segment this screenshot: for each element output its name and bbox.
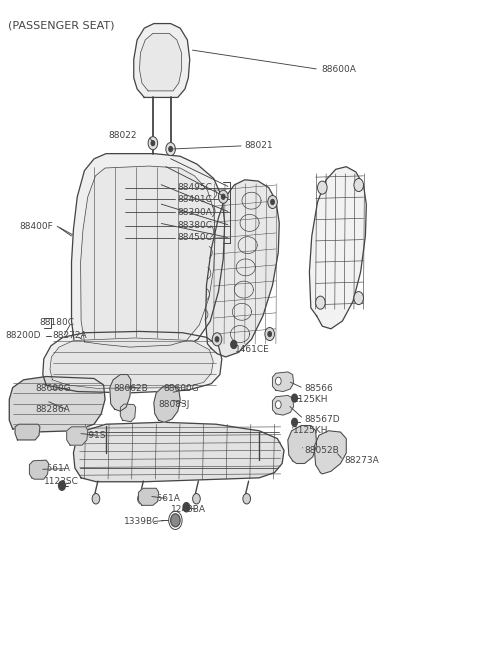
- Circle shape: [276, 401, 281, 409]
- Text: 88083J: 88083J: [158, 400, 190, 409]
- Polygon shape: [310, 167, 366, 329]
- Text: 88062B: 88062B: [113, 384, 148, 393]
- Circle shape: [268, 195, 277, 208]
- Circle shape: [168, 147, 172, 152]
- Polygon shape: [73, 422, 284, 481]
- Text: 1339BC: 1339BC: [124, 517, 159, 526]
- Text: 1243BA: 1243BA: [170, 506, 205, 514]
- Polygon shape: [15, 424, 40, 440]
- Circle shape: [276, 377, 281, 385]
- Text: 1125KH: 1125KH: [293, 426, 328, 436]
- Circle shape: [292, 419, 298, 426]
- Text: 88286A: 88286A: [36, 405, 71, 415]
- Circle shape: [148, 137, 157, 150]
- Polygon shape: [139, 488, 158, 505]
- Text: 88991S: 88991S: [72, 431, 106, 440]
- Circle shape: [170, 514, 180, 527]
- Circle shape: [192, 493, 200, 504]
- Text: 88400F: 88400F: [20, 221, 54, 231]
- Polygon shape: [9, 377, 105, 432]
- Text: 88450C: 88450C: [178, 233, 213, 242]
- Circle shape: [354, 178, 363, 191]
- Text: 88021: 88021: [245, 141, 274, 150]
- Circle shape: [221, 194, 225, 199]
- Polygon shape: [110, 375, 131, 411]
- Polygon shape: [154, 385, 180, 422]
- Polygon shape: [273, 396, 294, 415]
- Circle shape: [265, 328, 275, 341]
- Circle shape: [59, 481, 65, 490]
- Polygon shape: [314, 431, 346, 474]
- Polygon shape: [81, 166, 215, 347]
- Text: 88273A: 88273A: [344, 456, 379, 464]
- Circle shape: [166, 143, 175, 156]
- Text: 88600G: 88600G: [163, 384, 199, 393]
- Polygon shape: [67, 427, 88, 445]
- Circle shape: [316, 296, 325, 309]
- Text: 1125KH: 1125KH: [293, 395, 328, 404]
- Circle shape: [212, 333, 222, 346]
- Circle shape: [268, 331, 272, 337]
- Polygon shape: [140, 33, 181, 91]
- Text: 88272A: 88272A: [52, 331, 87, 341]
- Text: 88600G: 88600G: [36, 384, 72, 393]
- Text: 88401C: 88401C: [178, 195, 213, 204]
- Polygon shape: [288, 426, 317, 464]
- Circle shape: [215, 337, 219, 342]
- Circle shape: [271, 199, 275, 204]
- Circle shape: [243, 493, 251, 504]
- Text: 88600A: 88600A: [322, 65, 356, 74]
- Text: 1461CE: 1461CE: [235, 345, 270, 354]
- Text: 88390A: 88390A: [178, 208, 213, 217]
- Text: 88567D: 88567D: [305, 415, 340, 424]
- Polygon shape: [50, 338, 213, 388]
- Text: (PASSENGER SEAT): (PASSENGER SEAT): [8, 20, 114, 30]
- Polygon shape: [134, 24, 190, 98]
- Circle shape: [292, 394, 298, 402]
- Text: 88495C: 88495C: [178, 183, 213, 192]
- Circle shape: [92, 493, 100, 504]
- Polygon shape: [72, 154, 225, 352]
- Polygon shape: [43, 331, 222, 393]
- Circle shape: [151, 141, 155, 146]
- Polygon shape: [205, 179, 279, 357]
- Circle shape: [218, 190, 228, 203]
- Text: 88200D: 88200D: [5, 331, 41, 341]
- Circle shape: [318, 181, 327, 194]
- Text: 88566: 88566: [305, 384, 334, 393]
- Polygon shape: [120, 404, 136, 422]
- Circle shape: [138, 493, 145, 504]
- Circle shape: [231, 341, 237, 348]
- Polygon shape: [29, 460, 48, 479]
- Text: 88561A: 88561A: [146, 495, 180, 503]
- Text: 88561A: 88561A: [36, 464, 71, 473]
- Text: 88180C: 88180C: [39, 318, 74, 327]
- Polygon shape: [273, 372, 294, 392]
- Text: 1123SC: 1123SC: [44, 477, 79, 486]
- Circle shape: [354, 291, 363, 305]
- Text: 88380C: 88380C: [178, 221, 213, 230]
- Circle shape: [183, 502, 190, 512]
- Text: 88022: 88022: [108, 132, 137, 140]
- Text: 88052B: 88052B: [305, 446, 339, 455]
